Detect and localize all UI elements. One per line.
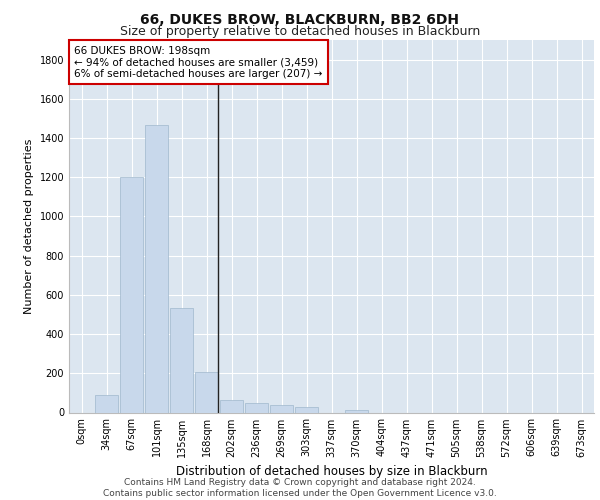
Bar xyxy=(95,395,118,412)
Bar xyxy=(119,177,143,412)
Bar xyxy=(269,405,293,412)
Bar xyxy=(295,406,319,412)
Text: Size of property relative to detached houses in Blackburn: Size of property relative to detached ho… xyxy=(120,25,480,38)
Bar xyxy=(194,372,218,412)
Bar xyxy=(145,126,169,412)
Text: 66 DUKES BROW: 198sqm
← 94% of detached houses are smaller (3,459)
6% of semi-de: 66 DUKES BROW: 198sqm ← 94% of detached … xyxy=(74,46,323,79)
Bar xyxy=(245,404,268,412)
Bar xyxy=(220,400,244,412)
Bar xyxy=(344,410,368,412)
Text: 66, DUKES BROW, BLACKBURN, BB2 6DH: 66, DUKES BROW, BLACKBURN, BB2 6DH xyxy=(140,12,460,26)
X-axis label: Distribution of detached houses by size in Blackburn: Distribution of detached houses by size … xyxy=(176,465,487,478)
Bar xyxy=(170,308,193,412)
Y-axis label: Number of detached properties: Number of detached properties xyxy=(24,138,34,314)
Text: Contains HM Land Registry data © Crown copyright and database right 2024.
Contai: Contains HM Land Registry data © Crown c… xyxy=(103,478,497,498)
